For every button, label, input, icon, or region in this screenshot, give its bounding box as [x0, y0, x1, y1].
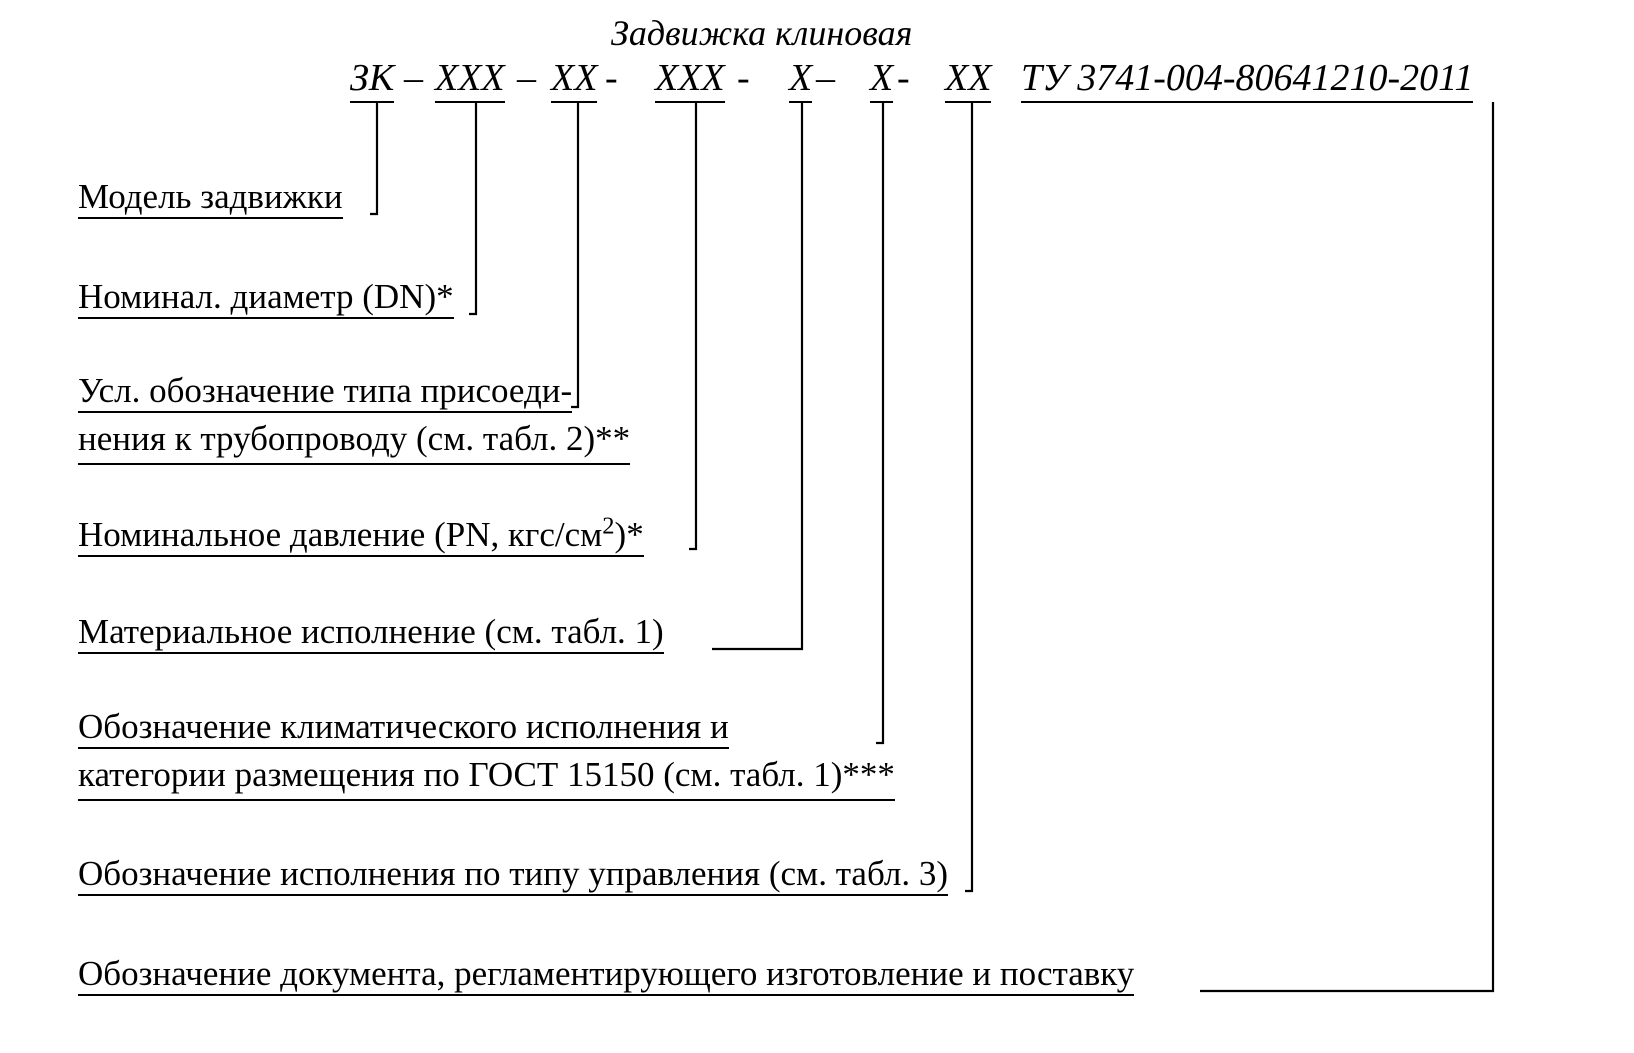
code-sep-6: - [897, 58, 910, 100]
code-seg-3: ХХ [551, 58, 597, 103]
label-2: Номинал. диаметр (DN)* [78, 275, 454, 320]
label-7: Обозначение исполнения по типу управлени… [78, 852, 948, 897]
diagram-title: Задвижка клиновая [611, 12, 912, 54]
code-seg-7: ХХ [945, 58, 991, 103]
label-8-text: Обозначение документа, регламентирующего… [78, 954, 1134, 996]
label-8: Обозначение документа, регламентирующего… [78, 952, 1134, 997]
code-sep-2: – [517, 58, 536, 100]
code-seg-2: ХХХ [435, 58, 505, 103]
code-seg-1: ЗК [350, 58, 394, 103]
label-1-text: Модель задвижки [78, 177, 343, 219]
label-7-text: Обозначение исполнения по типу управлени… [78, 854, 948, 896]
code-seg-5: Х [789, 58, 812, 103]
code-sep-1: – [404, 58, 423, 100]
label-6: Обозначение климатического исполнения ик… [78, 705, 895, 801]
label-5-text: Материальное исполнение (см. табл. 1) [78, 612, 664, 654]
label-4: Номинальное давление (PN, кгс/см2)* [78, 510, 644, 557]
label-2-text: Номинал. диаметр (DN)* [78, 277, 454, 319]
code-sep-3: - [605, 58, 618, 100]
label-1: Модель задвижки [78, 175, 343, 220]
code-sep-5: – [816, 58, 835, 100]
label-3: Усл. обозначение типа присоеди-нения к т… [78, 369, 630, 465]
code-sep-4: - [737, 58, 750, 100]
code-seg-4: ХХХ [655, 58, 725, 103]
label-4-text: Номинальное давление (PN, кгс/см2)* [78, 515, 644, 557]
label-5: Материальное исполнение (см. табл. 1) [78, 610, 664, 655]
code-seg-8: ТУ 3741-004-80641210-2011 [1021, 58, 1473, 103]
code-seg-6: Х [870, 58, 893, 103]
